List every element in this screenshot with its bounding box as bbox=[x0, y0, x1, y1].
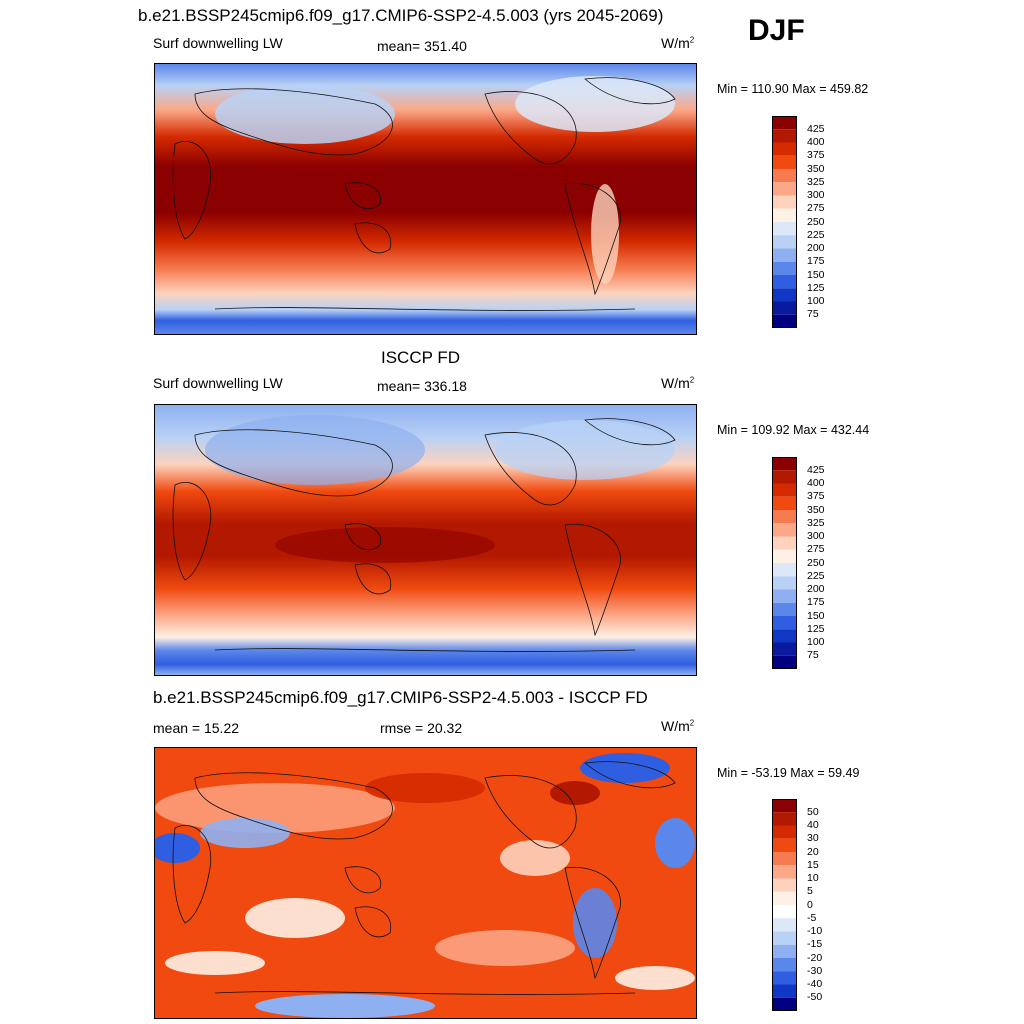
panel3-mean-label: mean = 15.22 bbox=[153, 720, 240, 736]
panel1-coastlines bbox=[172, 77, 676, 311]
panel1-colorbar-tick: 125 bbox=[807, 282, 825, 294]
panel3-colorbar-tick: 0 bbox=[807, 899, 813, 911]
panel3-colorbar-tick: -30 bbox=[807, 965, 823, 977]
panel1-colorbar-tick: 100 bbox=[807, 295, 825, 307]
panel1-variable-label: Surf downwelling LW bbox=[153, 35, 283, 51]
panel2-colorbar-tick: 325 bbox=[807, 517, 825, 529]
panel3-colorbar-tick: 5 bbox=[807, 885, 813, 897]
season-label: DJF bbox=[748, 14, 805, 47]
panel2-colorbar-tick: 400 bbox=[807, 477, 825, 489]
panel2-colorbar-tick: 225 bbox=[807, 570, 825, 582]
panel1-colorbar-tick: 75 bbox=[807, 308, 819, 320]
panel3-colorbar-tick: 50 bbox=[807, 806, 819, 818]
panel1-colorbar-tick: 150 bbox=[807, 269, 825, 281]
panel3-map bbox=[154, 747, 697, 1019]
panel2-colorbar-tick: 300 bbox=[807, 530, 825, 542]
panel1-mean-label: mean= 351.40 bbox=[377, 38, 467, 54]
panel2-minmax-label: Min = 109.92 Max = 432.44 bbox=[717, 423, 870, 437]
panel3-colorbar: 50 40 30 20 15 10 5 0 -5 -10 -15 -20 -30… bbox=[772, 799, 822, 1011]
panel2-map bbox=[154, 404, 697, 676]
panel2-colorbar-tick: 275 bbox=[807, 543, 825, 555]
panel3-colorbar-tick: -40 bbox=[807, 978, 823, 990]
panel2-colorbar: 425 400 375 350 325 300 275 250 225 200 … bbox=[772, 457, 825, 669]
panel3-colorbar-swatches bbox=[772, 799, 797, 1011]
panel2-unit-label: W/m2 bbox=[661, 375, 695, 391]
panel2-colorbar-tick: 425 bbox=[807, 464, 825, 476]
panel1-colorbar-swatches bbox=[772, 116, 797, 328]
panel2-variable-label: Surf downwelling LW bbox=[153, 375, 283, 391]
panel3-colorbar-tick: -10 bbox=[807, 925, 823, 937]
panel3-colorbar-tick: -15 bbox=[807, 938, 823, 950]
panel3-colorbar-tick: 15 bbox=[807, 859, 819, 871]
figure-title: b.e21.BSSP245cmip6.f09_g17.CMIP6-SSP2-4.… bbox=[138, 6, 664, 25]
panel3-colorbar-tick: 20 bbox=[807, 846, 819, 858]
panel3-unit-label: W/m2 bbox=[661, 718, 695, 734]
panel2-colorbar-tick: 175 bbox=[807, 596, 825, 608]
panel3-colorbar-tick: -50 bbox=[807, 991, 823, 1003]
panel2-colorbar-tick: 100 bbox=[807, 636, 825, 648]
panel2-colorbar-swatches bbox=[772, 457, 797, 669]
panel1-unit-label: W/m2 bbox=[661, 35, 695, 51]
panel2-colorbar-tick: 125 bbox=[807, 623, 825, 635]
panel1-colorbar-tick: 175 bbox=[807, 255, 825, 267]
panel3-rmse-label: rmse = 20.32 bbox=[380, 720, 463, 736]
panel3-coastlines bbox=[172, 761, 676, 995]
panel1-map bbox=[154, 63, 697, 335]
panel3-minmax-label: Min = -53.19 Max = 59.49 bbox=[717, 766, 860, 780]
panel1-colorbar-tick: 375 bbox=[807, 149, 825, 161]
panel2-colorbar-tick: 200 bbox=[807, 583, 825, 595]
panel2-colorbar-tick: 75 bbox=[807, 649, 819, 661]
panel3-colorbar-tick: -20 bbox=[807, 952, 823, 964]
panel1-colorbar-tick: 225 bbox=[807, 229, 825, 241]
panel1-colorbar-tick: 325 bbox=[807, 176, 825, 188]
panel1-colorbar-tick: 250 bbox=[807, 216, 825, 228]
panel1-colorbar-tick: 200 bbox=[807, 242, 825, 254]
panel1-colorbar-tick: 425 bbox=[807, 123, 825, 135]
panel2-colorbar-tick: 350 bbox=[807, 504, 825, 516]
panel1-colorbar-tick: 400 bbox=[807, 136, 825, 148]
panel1-colorbar: 425 400 375 350 325 300 275 250 225 200 … bbox=[772, 116, 825, 328]
panel2-mean-label: mean= 336.18 bbox=[377, 378, 467, 394]
panel2-colorbar-tick: 250 bbox=[807, 557, 825, 569]
panel1-colorbar-tick: 300 bbox=[807, 189, 825, 201]
panel1-minmax-label: Min = 110.90 Max = 459.82 bbox=[717, 82, 869, 96]
panel3-colorbar-tick: 40 bbox=[807, 819, 819, 831]
panel2-coastlines bbox=[172, 418, 676, 652]
panel1-colorbar-tick: 275 bbox=[807, 202, 825, 214]
panel3-colorbar-tick: -5 bbox=[807, 912, 817, 924]
panel3-title: b.e21.BSSP245cmip6.f09_g17.CMIP6-SSP2-4.… bbox=[153, 688, 648, 707]
panel3-colorbar-tick: 30 bbox=[807, 832, 819, 844]
panel2-colorbar-tick: 375 bbox=[807, 490, 825, 502]
panel1-colorbar-tick: 350 bbox=[807, 163, 825, 175]
panel2-title: ISCCP FD bbox=[381, 348, 461, 367]
panel2-colorbar-tick: 150 bbox=[807, 610, 825, 622]
panel3-colorbar-tick: 10 bbox=[807, 872, 819, 884]
